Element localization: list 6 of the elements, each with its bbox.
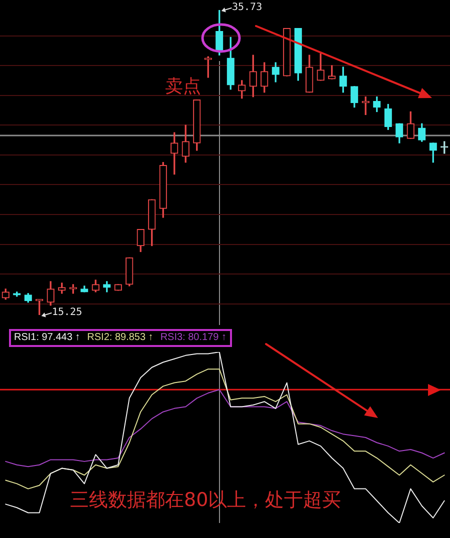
text: RSI2: 89.853 ↑	[87, 332, 154, 343]
text: RSI1: 97.443 ↑	[14, 332, 80, 343]
annotation: 15.25	[52, 307, 82, 318]
text: RSI3: 80.179 ↑	[160, 332, 226, 343]
annotation: 卖点	[165, 76, 201, 97]
annotation: 35.73	[232, 2, 262, 13]
